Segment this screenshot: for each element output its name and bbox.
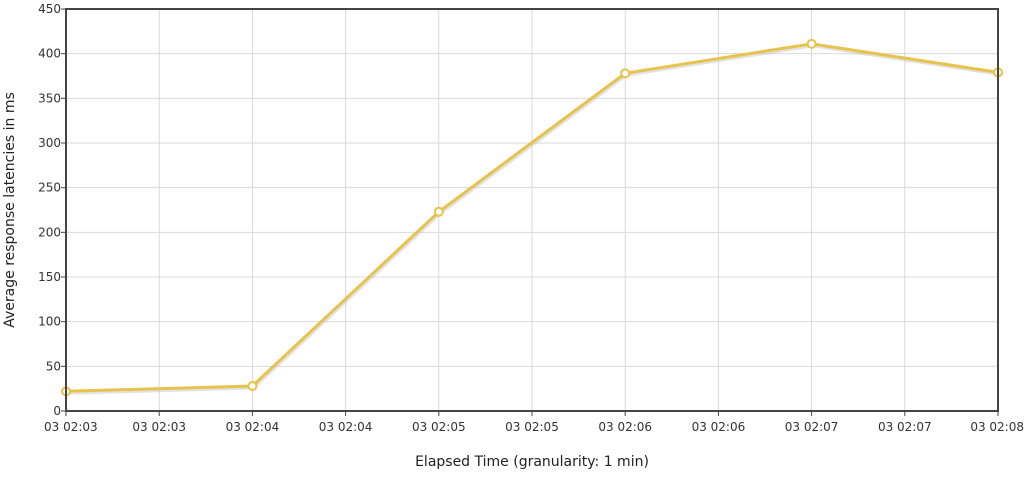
x-tick-label: 03 02:05 — [412, 420, 466, 434]
grid-lines — [65, 8, 999, 412]
y-tick-label: 50 — [46, 359, 61, 373]
x-tick-label: 03 02:04 — [226, 420, 280, 434]
x-tick-label: 03 02:03 — [132, 420, 186, 434]
y-tick-label: 450 — [38, 2, 61, 16]
x-tick-label: 03 02:07 — [878, 420, 932, 434]
y-tick-label: 0 — [53, 404, 61, 418]
y-tick-label: 200 — [38, 225, 61, 239]
y-axis-ticks: 0 50 100 150 200 250 300 350 400 450 — [38, 2, 66, 418]
y-axis-title: Average response latencies in ms — [2, 92, 18, 328]
y-tick-label: 100 — [38, 315, 61, 329]
series-layer — [61, 38, 1003, 397]
x-tick-label: 03 02:06 — [598, 420, 652, 434]
series-line — [65, 42, 999, 393]
x-tick-label: 03 02:05 — [505, 420, 559, 434]
y-tick-label: 400 — [38, 47, 61, 61]
y-tick-label: 300 — [38, 136, 61, 150]
y-tick-label: 150 — [38, 270, 61, 284]
data-point — [433, 206, 444, 217]
data-point — [806, 38, 817, 49]
x-tick-label: 03 02:06 — [692, 420, 746, 434]
x-tick-label: 03 02:08 — [970, 420, 1024, 434]
data-point — [247, 380, 258, 391]
x-tick-label: 03 02:04 — [319, 420, 373, 434]
y-tick-label: 250 — [38, 181, 61, 195]
x-axis-ticks: 03 02:03 03 02:03 03 02:04 03 02:04 03 02:05… — [44, 411, 1024, 434]
data-point — [620, 68, 631, 79]
y-tick-label: 350 — [38, 91, 61, 105]
x-tick-label: 03 02:03 — [44, 420, 98, 434]
x-axis-title: Elapsed Time (granularity: 1 min) — [415, 454, 649, 470]
series-line-shadow — [66, 44, 1000, 395]
x-tick-label: 03 02:07 — [785, 420, 839, 434]
